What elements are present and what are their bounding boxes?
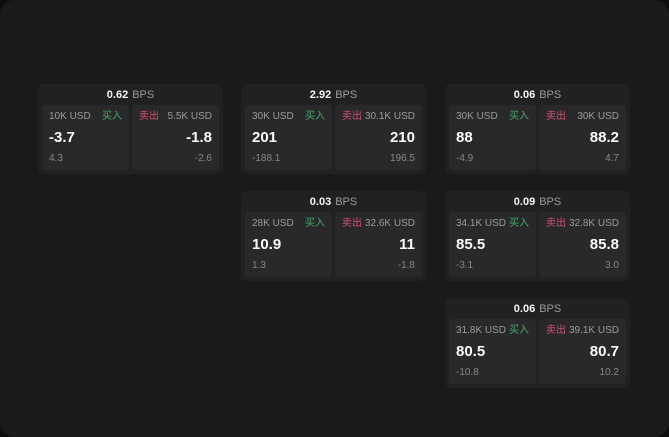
quote-card-1[interactable]: 0.62 BPS 10K USD 买入 -3.7 4.3 卖出 5.5K USD… bbox=[38, 84, 223, 174]
sell-label: 卖出 bbox=[546, 218, 566, 229]
buy-price: 88 bbox=[456, 128, 473, 146]
sell-sub-value: -1.8 bbox=[397, 260, 415, 271]
sell-label: 卖出 bbox=[342, 218, 362, 229]
sell-label: 卖出 bbox=[342, 111, 362, 122]
bps-unit: BPS bbox=[335, 88, 358, 101]
buy-sub-value: -188.1 bbox=[252, 153, 281, 164]
buy-sub-value: 1.3 bbox=[252, 260, 266, 271]
sell-sub-value: 196.5 bbox=[389, 153, 415, 164]
sell-price: 210 bbox=[389, 128, 415, 146]
buy-amount: 28K USD bbox=[252, 218, 294, 229]
buy-price: 201 bbox=[252, 128, 278, 146]
sell-panel[interactable]: 卖出 30K USD 88.2 4.7 bbox=[539, 105, 626, 170]
sell-sub-value: 3.0 bbox=[605, 260, 619, 271]
quote-panels: 28K USD 买入 10.9 1.3 卖出 32.6K USD 11 -1.8 bbox=[241, 212, 426, 281]
buy-panel[interactable]: 30K USD 买入 88 -4.9 bbox=[449, 105, 536, 170]
sell-sub-value: 10.2 bbox=[599, 367, 619, 378]
sell-amount: 32.6K USD bbox=[364, 218, 415, 229]
bps-value: 0.06 bbox=[513, 302, 536, 315]
bps-value: 0.06 bbox=[513, 88, 536, 101]
sell-panel[interactable]: 卖出 5.5K USD -1.8 -2.6 bbox=[132, 105, 219, 170]
bps-header: 0.03 BPS bbox=[241, 191, 426, 212]
buy-price: -3.7 bbox=[49, 128, 75, 146]
sell-sub-value: -2.6 bbox=[194, 153, 212, 164]
sell-amount: 39.1K USD bbox=[568, 325, 619, 336]
quote-card-4[interactable]: 0.03 BPS 28K USD 买入 10.9 1.3 卖出 32.6K US… bbox=[241, 191, 426, 281]
buy-amount: 30K USD bbox=[456, 111, 498, 122]
sell-label: 卖出 bbox=[139, 111, 159, 122]
sell-price: 80.7 bbox=[589, 342, 619, 360]
buy-panel[interactable]: 34.1K USD 买入 85.5 -3.1 bbox=[449, 212, 536, 277]
buy-amount: 30K USD bbox=[252, 111, 294, 122]
bps-value: 0.03 bbox=[309, 195, 332, 208]
buy-sub-value: -4.9 bbox=[456, 153, 474, 164]
buy-label: 买入 bbox=[305, 218, 325, 229]
quote-panels: 31.8K USD 买入 80.5 -10.8 卖出 39.1K USD 80.… bbox=[445, 319, 630, 388]
sell-amount: 30K USD bbox=[577, 111, 619, 122]
sell-label: 卖出 bbox=[546, 111, 566, 122]
buy-panel[interactable]: 30K USD 买入 201 -188.1 bbox=[245, 105, 332, 170]
buy-sub-value: -3.1 bbox=[456, 260, 474, 271]
bps-header: 0.09 BPS bbox=[445, 191, 630, 212]
sell-amount: 32.8K USD bbox=[568, 218, 619, 229]
bps-unit: BPS bbox=[539, 195, 562, 208]
bps-unit: BPS bbox=[335, 195, 358, 208]
buy-amount: 34.1K USD bbox=[456, 218, 507, 229]
buy-label: 买入 bbox=[509, 111, 529, 122]
sell-panel[interactable]: 卖出 39.1K USD 80.7 10.2 bbox=[539, 319, 626, 384]
sell-label: 卖出 bbox=[546, 325, 566, 336]
quote-card-6[interactable]: 0.06 BPS 31.8K USD 买入 80.5 -10.8 卖出 39.1… bbox=[445, 298, 630, 388]
quote-panels: 34.1K USD 买入 85.5 -3.1 卖出 32.8K USD 85.8… bbox=[445, 212, 630, 281]
bps-header: 2.92 BPS bbox=[241, 84, 426, 105]
sell-panel[interactable]: 卖出 30.1K USD 210 196.5 bbox=[335, 105, 422, 170]
bps-unit: BPS bbox=[132, 88, 155, 101]
sell-price: 11 bbox=[399, 235, 415, 253]
bps-unit: BPS bbox=[539, 88, 562, 101]
quote-panels: 30K USD 买入 201 -188.1 卖出 30.1K USD 210 1… bbox=[241, 105, 426, 174]
buy-label: 买入 bbox=[509, 325, 529, 336]
buy-label: 买入 bbox=[305, 111, 325, 122]
sell-price: 88.2 bbox=[589, 128, 619, 146]
bps-unit: BPS bbox=[539, 302, 562, 315]
sell-price: 85.8 bbox=[589, 235, 619, 253]
bps-header: 0.06 BPS bbox=[445, 84, 630, 105]
bps-value: 2.92 bbox=[309, 88, 332, 101]
bps-value: 0.62 bbox=[106, 88, 129, 101]
buy-label: 买入 bbox=[102, 111, 122, 122]
buy-sub-value: 4.3 bbox=[49, 153, 63, 164]
bps-header: 0.62 BPS bbox=[38, 84, 223, 105]
buy-price: 80.5 bbox=[456, 342, 486, 360]
quote-card-3[interactable]: 0.06 BPS 30K USD 买入 88 -4.9 卖出 30K USD 8… bbox=[445, 84, 630, 174]
buy-price: 10.9 bbox=[252, 235, 282, 253]
sell-sub-value: 4.7 bbox=[605, 153, 619, 164]
quote-panels: 30K USD 买入 88 -4.9 卖出 30K USD 88.2 4.7 bbox=[445, 105, 630, 174]
sell-amount: 30.1K USD bbox=[364, 111, 415, 122]
buy-price: 85.5 bbox=[456, 235, 486, 253]
quote-card-5[interactable]: 0.09 BPS 34.1K USD 买入 85.5 -3.1 卖出 32.8K… bbox=[445, 191, 630, 281]
sell-panel[interactable]: 卖出 32.6K USD 11 -1.8 bbox=[335, 212, 422, 277]
sell-panel[interactable]: 卖出 32.8K USD 85.8 3.0 bbox=[539, 212, 626, 277]
buy-sub-value: -10.8 bbox=[456, 367, 479, 378]
buy-label: 买入 bbox=[509, 218, 529, 229]
buy-amount: 31.8K USD bbox=[456, 325, 507, 336]
quote-panels: 10K USD 买入 -3.7 4.3 卖出 5.5K USD -1.8 -2.… bbox=[38, 105, 223, 174]
sell-amount: 5.5K USD bbox=[167, 111, 212, 122]
bps-header: 0.06 BPS bbox=[445, 298, 630, 319]
quote-card-2[interactable]: 2.92 BPS 30K USD 买入 201 -188.1 卖出 30.1K … bbox=[241, 84, 426, 174]
buy-panel[interactable]: 10K USD 买入 -3.7 4.3 bbox=[42, 105, 129, 170]
bps-value: 0.09 bbox=[513, 195, 536, 208]
buy-panel[interactable]: 28K USD 买入 10.9 1.3 bbox=[245, 212, 332, 277]
buy-panel[interactable]: 31.8K USD 买入 80.5 -10.8 bbox=[449, 319, 536, 384]
sell-price: -1.8 bbox=[186, 128, 212, 146]
buy-amount: 10K USD bbox=[49, 111, 91, 122]
